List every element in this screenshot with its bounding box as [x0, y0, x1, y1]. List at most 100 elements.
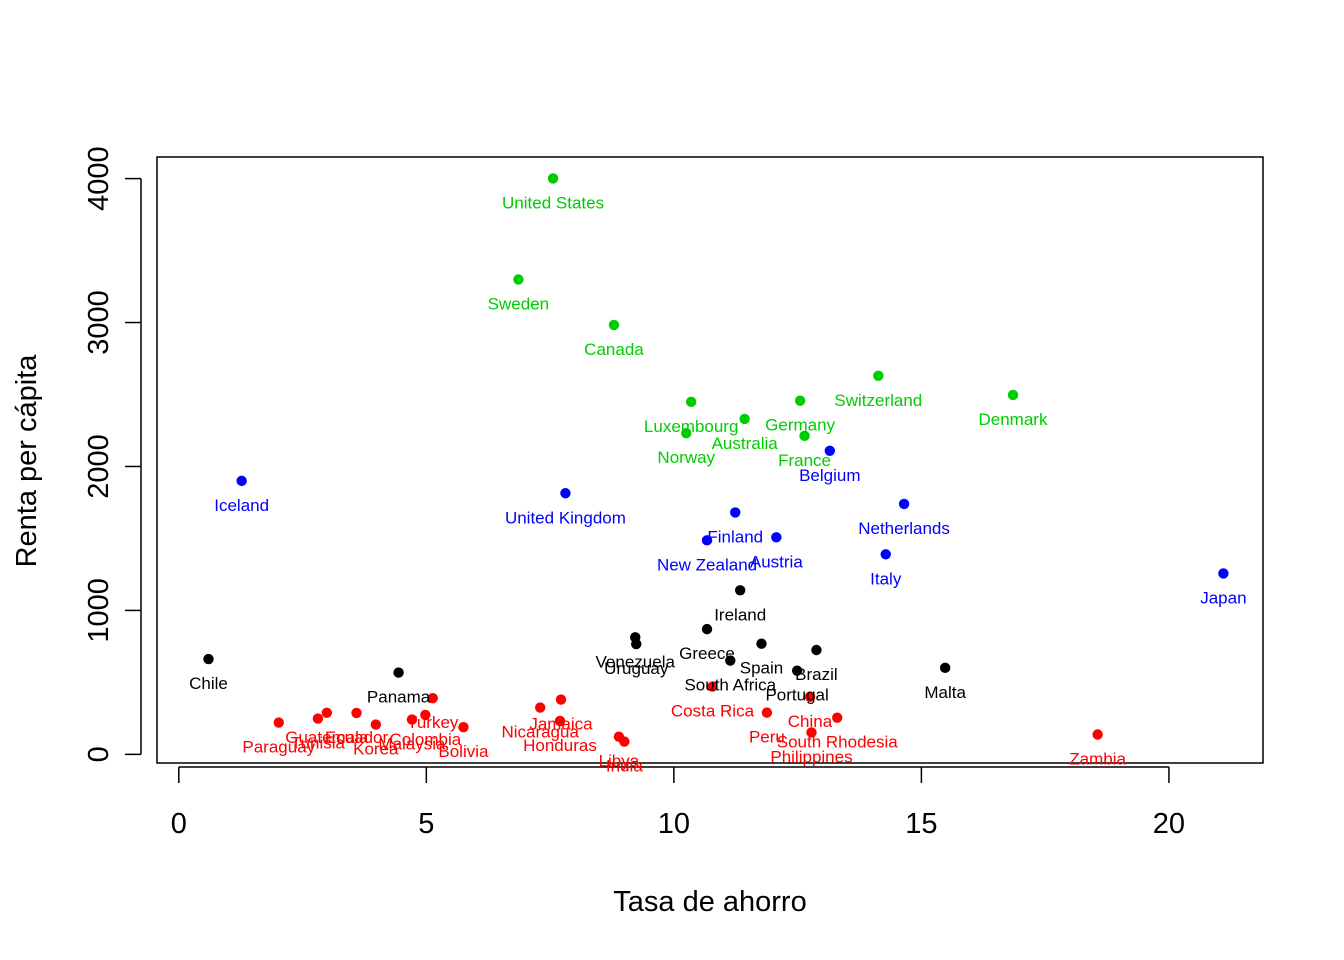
point-label: Finland	[707, 527, 763, 546]
data-point	[321, 707, 333, 718]
point-labels: United States Sweden Canada Switzerland Denm…	[189, 193, 1246, 775]
point-label: Belgium	[799, 466, 860, 485]
y-tick-label: 0	[83, 746, 115, 762]
point-label: Colombia	[389, 730, 461, 749]
point-label: Bolivia	[438, 742, 489, 761]
data-point	[427, 693, 438, 704]
data-point	[873, 370, 884, 381]
point-label: Chile	[189, 674, 228, 693]
point-label: Luxembourg	[644, 417, 739, 436]
point-label: Denmark	[979, 410, 1048, 429]
y-tick-label: 1000	[83, 578, 115, 643]
data-point	[898, 498, 910, 510]
data-point	[1092, 729, 1103, 740]
data-point	[236, 475, 247, 487]
data-point	[1007, 389, 1019, 401]
point-label: Costa Rica	[671, 702, 755, 721]
point-label: Brazil	[795, 665, 838, 684]
point-label: Ireland	[714, 605, 766, 624]
point-label: South Rhodesia	[777, 733, 899, 752]
y-axis-label: Renta per cápita	[11, 354, 43, 568]
x-axis-label: Tasa de ahorro	[613, 886, 806, 918]
data-point	[824, 445, 836, 456]
data-point	[203, 653, 214, 665]
point-label: Japan	[1200, 588, 1246, 607]
data-point	[701, 535, 713, 546]
point-label: Italy	[870, 569, 902, 588]
point-label: Canada	[584, 340, 644, 359]
data-point	[811, 644, 822, 656]
x-tick-label: 15	[905, 808, 937, 840]
point-label: Jamaica	[529, 715, 593, 734]
point-label: Uruguay	[604, 659, 669, 678]
point-label: Peru	[749, 728, 785, 747]
point-label: Iceland	[214, 496, 269, 515]
data-point	[608, 319, 620, 331]
y-tick-label: 4000	[83, 146, 115, 211]
data-point	[880, 549, 891, 560]
data-point	[799, 430, 810, 442]
y-tick-label: 3000	[83, 290, 115, 355]
data-point	[406, 714, 418, 725]
x-tick-label: 5	[418, 808, 434, 840]
point-label: Portugal	[765, 686, 828, 705]
point-label: Spain	[740, 659, 783, 678]
point-label: Malta	[924, 683, 966, 702]
data-point	[547, 173, 559, 184]
data-point	[555, 694, 567, 705]
data-point	[560, 488, 571, 499]
data-point	[771, 532, 782, 543]
point-label: France	[778, 451, 831, 470]
point-label: Libya	[599, 752, 640, 771]
point-label: China	[788, 712, 833, 731]
data-point	[739, 413, 750, 425]
data-point	[707, 681, 718, 692]
data-point	[794, 395, 806, 406]
data-point	[804, 691, 816, 702]
point-label: Malaysia	[378, 735, 446, 754]
point-label: South Africa	[684, 676, 776, 695]
data-point	[619, 736, 630, 747]
point-label: Philippines	[770, 747, 852, 766]
y-axis: 0 1000 2000 3000 4000	[83, 146, 142, 762]
data-point	[791, 665, 803, 676]
point-label: Venezuela	[596, 652, 676, 671]
plot-frame	[156, 156, 1264, 764]
data-point	[351, 707, 362, 719]
data-point	[513, 274, 524, 285]
x-tick-label: 20	[1153, 808, 1185, 840]
data-point	[273, 717, 284, 728]
point-label: Norway	[657, 448, 715, 467]
point-label: Korea	[353, 740, 399, 759]
data-point	[701, 623, 713, 635]
data-point	[681, 428, 692, 439]
point-label: Guatemala	[285, 728, 369, 747]
point-label: Switzerland	[834, 391, 922, 410]
data-point	[806, 727, 817, 738]
point-label: United Kingdom	[505, 508, 626, 527]
data-point	[631, 638, 642, 650]
x-tick-label: 0	[171, 808, 187, 840]
point-label: Panama	[367, 688, 431, 707]
x-tick-label: 10	[658, 808, 690, 840]
point-label: Greece	[679, 644, 735, 663]
data-point	[534, 702, 546, 713]
point-label: Honduras	[523, 736, 597, 755]
point-label: Turkey	[407, 713, 459, 732]
point-label: United States	[502, 193, 604, 212]
point-label: Sweden	[488, 294, 549, 313]
x-axis: 0 5 10 15 20	[171, 766, 1185, 840]
data-point	[939, 662, 951, 674]
data-point	[832, 712, 843, 723]
point-label: India	[606, 757, 643, 776]
data-point	[734, 585, 746, 596]
data-point	[725, 655, 736, 666]
data-point	[458, 721, 469, 733]
point-label: Nicaragua	[501, 723, 579, 742]
point-label: Paraguay	[242, 738, 315, 757]
data-points	[203, 173, 1229, 747]
data-point	[730, 507, 741, 518]
point-label: Australia	[712, 434, 779, 453]
